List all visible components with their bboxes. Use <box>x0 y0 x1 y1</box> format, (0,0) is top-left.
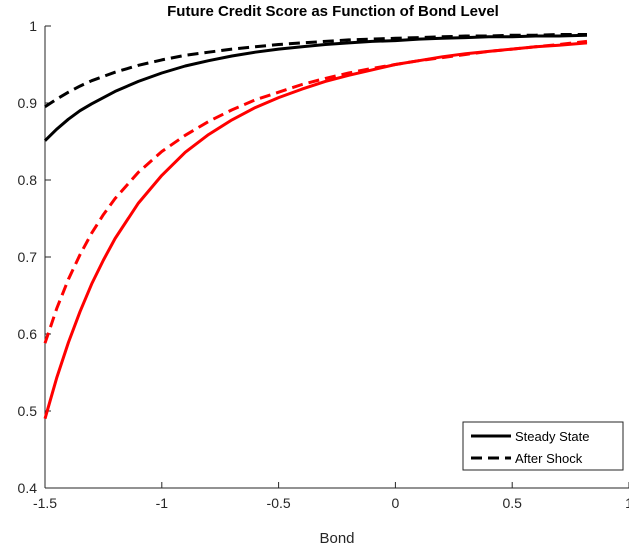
series-line-4 <box>43 39 588 344</box>
x-axis-label: Bond <box>319 530 354 547</box>
x-tick-label: 1 <box>625 495 629 511</box>
x-tick-label: -1 <box>156 495 169 511</box>
y-tick-label: 0.7 <box>18 249 38 265</box>
y-tick-label: 0.5 <box>18 403 38 419</box>
y-tick-label: 0.8 <box>18 172 38 188</box>
x-tick-label: -0.5 <box>267 495 291 511</box>
chart-title: Future Credit Score as Function of Bond … <box>167 3 499 20</box>
legend-entry: Steady State <box>515 429 589 444</box>
x-tick-label: 0.5 <box>502 495 522 511</box>
x-tick-label: -1.5 <box>33 495 57 511</box>
series-line-2 <box>44 33 587 109</box>
x-tick-label: 0 <box>392 495 400 511</box>
y-tick-label: 0.4 <box>18 480 38 496</box>
legend-entry: After Shock <box>515 451 583 466</box>
legend-box <box>462 421 624 471</box>
y-tick-label: 1 <box>29 18 37 34</box>
series-line-3 <box>43 41 588 420</box>
y-tick-label: 0.6 <box>18 326 38 342</box>
plot-area: -1.5 -1 -0.5 0 0.5 1 0.4 0.5 0.6 0.7 0.8 0.9 1 Steady… <box>18 18 629 511</box>
y-tick-label: 0.9 <box>18 95 38 111</box>
